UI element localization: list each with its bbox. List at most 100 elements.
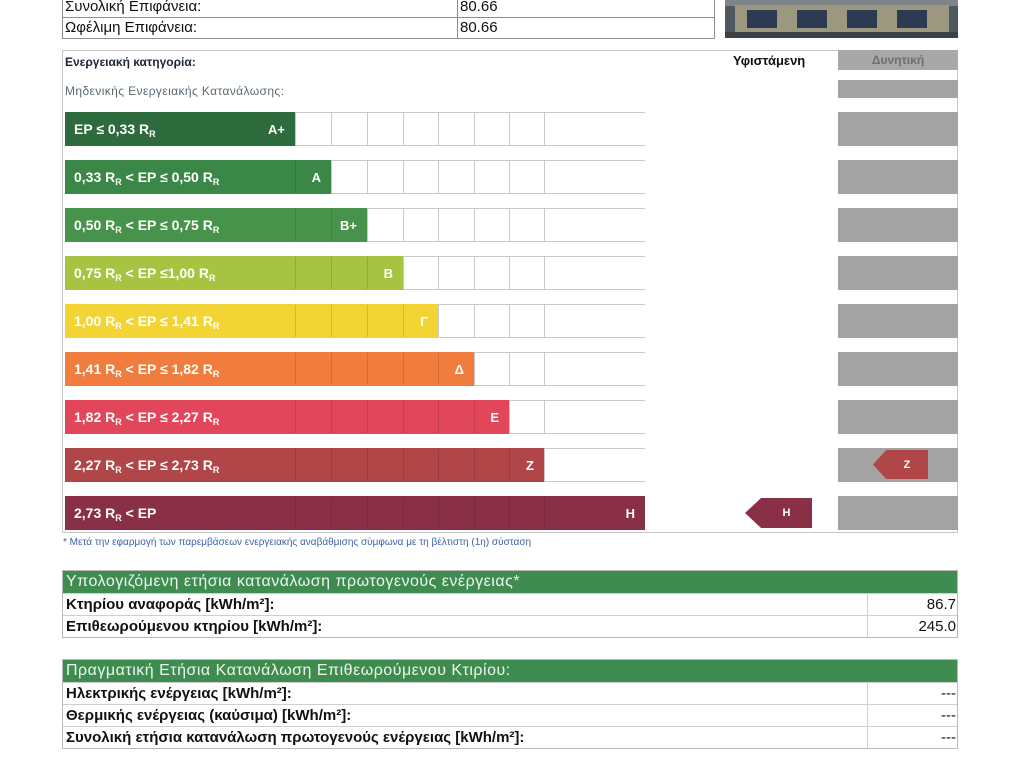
range-subscript: R: [212, 369, 220, 379]
scale-cell: [331, 209, 367, 241]
energy-class-row: 1,41 RR < EP ≤ 1,82 RR Δ: [65, 352, 645, 386]
scale-cell: [438, 497, 474, 529]
range-subscript: R: [115, 273, 122, 283]
potential-class-marker: Ζ: [873, 450, 928, 479]
energy-class-letter: Α: [311, 169, 321, 185]
photo-window: [897, 10, 927, 28]
energy-class-bar: [65, 448, 544, 482]
surface-table: Συνολική Επιφάνεια: 80.66 Ωφέλιμη Επιφάν…: [62, 0, 715, 39]
scale-cell: [544, 257, 645, 289]
energy-class-letter: Α+: [268, 121, 285, 137]
zero-energy-label: Μηδενικής Ενεργειακής Κατανάλωσης:: [65, 84, 285, 98]
scale-cell: [367, 209, 403, 241]
scale-cell: [544, 497, 645, 529]
existing-column-header: Υφιστάμενη: [733, 53, 806, 68]
scale-cell: [509, 161, 544, 193]
scale-cell: [438, 257, 474, 289]
range-subscript: R: [115, 225, 122, 235]
scale-cell: [544, 449, 645, 481]
scale-cell: [544, 305, 645, 337]
energy-class-bar: [65, 160, 331, 194]
energy-class-range: 0,50 RR < EP ≤ 0,75 RR: [74, 217, 220, 235]
scale-cell: [509, 449, 544, 481]
range-subscript: R: [212, 321, 220, 331]
table-row: Επιθεωρούμενου κτηρίου [kWh/m²]: 245.0: [63, 615, 957, 637]
potential-column-header: Δυνητική: [838, 50, 958, 70]
scale-cell: [295, 305, 331, 337]
existing-class-letter: Η: [782, 507, 791, 519]
energy-rating-section: [62, 50, 958, 533]
range-subscript: R: [212, 417, 220, 427]
energy-class-letter: Ζ: [526, 457, 534, 473]
scale-cell: [331, 353, 367, 385]
energy-class-bar: [65, 112, 295, 146]
scale-cell: [367, 353, 403, 385]
potential-column-cell: [838, 160, 958, 194]
range-subscript: R: [115, 369, 122, 379]
range-subscript: R: [115, 513, 122, 523]
energy-class-title: Ενεργειακή κατηγορία:: [65, 55, 196, 69]
scale-cell: [474, 209, 509, 241]
scale-cell: [367, 257, 403, 289]
scale-cell: [474, 401, 509, 433]
building-photo: [725, 0, 958, 38]
scale-cell: [331, 449, 367, 481]
scale-cell: [403, 305, 438, 337]
scale-cell: [474, 305, 509, 337]
energy-class-range: 1,82 RR < EP ≤ 2,27 RR: [74, 409, 220, 427]
energy-class-letter: Β: [383, 265, 393, 281]
scale-cell: [544, 209, 645, 241]
actual-consumption-header: Πραγματική Ετήσια Κατανάλωση Επιθεωρούμε…: [63, 660, 957, 682]
scale-cell: [367, 497, 403, 529]
scale-cell: [474, 161, 509, 193]
scale-cell: [331, 161, 367, 193]
scale-cell: [367, 401, 403, 433]
scale-cell: [438, 113, 474, 145]
potential-column-cell: [838, 256, 958, 290]
energy-class-bar-content: EP ≤ 0,33 RR Α+: [66, 113, 295, 145]
energy-class-row: 2,27 RR < EP ≤ 2,73 RR Ζ: [65, 448, 645, 482]
scale-cell: [474, 497, 509, 529]
scale-cell: [403, 353, 438, 385]
scale-cell: [509, 401, 544, 433]
energy-class-letter: Ε: [490, 409, 499, 425]
energy-class-range: 2,27 RR < EP ≤ 2,73 RR: [74, 457, 219, 475]
scale-cell: [331, 497, 367, 529]
potential-column-cell: [838, 304, 958, 338]
energy-class-row: 0,75 RR < EP ≤1,00 RR Β: [65, 256, 645, 290]
scale-cell: [331, 401, 367, 433]
surface-row-total: Συνολική Επιφάνεια: 80.66: [63, 0, 714, 18]
energy-class-bar: [65, 400, 509, 434]
photo-top-band: [725, 0, 958, 6]
range-subscript: R: [115, 321, 122, 331]
scale-cell: [367, 161, 403, 193]
useful-area-value: 80.66: [460, 19, 498, 36]
scale-cell: [367, 113, 403, 145]
range-subscript: R: [212, 225, 220, 235]
range-text: < EP ≤ 1,41 R: [121, 313, 213, 329]
range-subscript: R: [115, 177, 122, 187]
range-text: 0,50 R: [74, 217, 116, 233]
potential-column-cell: [838, 80, 958, 98]
scale-cell: [403, 113, 438, 145]
total-primary-energy-label: Συνολική ετήσια κατανάλωση πρωτογενούς ε…: [66, 729, 525, 746]
energy-class-row: 0,33 RR < EP ≤ 0,50 RR Α: [65, 160, 645, 194]
potential-column-cell: [838, 352, 958, 386]
energy-class-bar: [65, 496, 645, 530]
scale-cell: [474, 257, 509, 289]
photo-window: [747, 10, 777, 28]
scale-cell: [295, 449, 331, 481]
scale-cell: [331, 305, 367, 337]
energy-class-range: EP ≤ 0,33 RR: [74, 121, 156, 139]
range-text: 2,73 R: [74, 505, 116, 521]
table-row: Συνολική ετήσια κατανάλωση πρωτογενούς ε…: [63, 726, 957, 748]
total-area-value: 80.66: [460, 0, 498, 15]
energy-class-bar: [65, 352, 474, 386]
range-subscript: R: [115, 465, 122, 475]
scale-cell: [438, 401, 474, 433]
table-row: Θερμικής ενέργειας (καύσιμα) [kWh/m²]: -…: [63, 704, 957, 726]
scale-cell: [367, 305, 403, 337]
photo-window: [797, 10, 827, 28]
scale-cell: [544, 113, 645, 145]
range-subscript: R: [115, 417, 122, 427]
